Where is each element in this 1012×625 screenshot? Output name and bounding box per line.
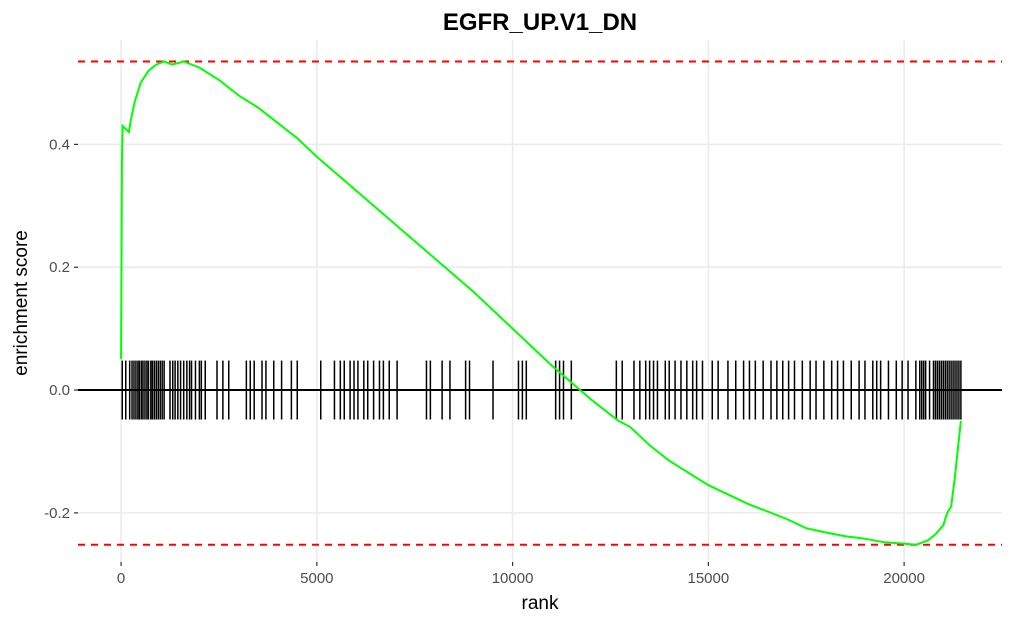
running-enrichment-score <box>120 60 962 546</box>
y-tick-label-2: 0.2 <box>49 259 70 276</box>
x-axis-title: rank <box>522 593 559 614</box>
y-tick-label-0: -0.2 <box>44 505 70 522</box>
x-axis-ticks: 0 5000 10000 15000 20000 <box>117 562 925 587</box>
x-tick-label-4: 20000 <box>883 570 925 587</box>
y-axis-title: enrichment score <box>11 230 32 376</box>
grid-lines <box>78 40 1002 562</box>
x-tick-label-1: 5000 <box>300 570 333 587</box>
x-tick-label-0: 0 <box>117 570 125 587</box>
running-score-curve <box>120 60 962 546</box>
x-tick-label-3: 15000 <box>687 570 729 587</box>
chart-title: EGFR_UP.V1_DN <box>443 9 637 36</box>
y-tick-label-3: 0.4 <box>49 136 70 153</box>
y-tick-label-1: 0.0 <box>49 382 70 399</box>
gene-hit-marks <box>121 360 962 420</box>
es-bound-lines <box>78 60 1002 546</box>
x-tick-label-2: 10000 <box>492 570 534 587</box>
y-axis-ticks: -0.2 0.0 0.2 0.4 <box>44 136 78 522</box>
